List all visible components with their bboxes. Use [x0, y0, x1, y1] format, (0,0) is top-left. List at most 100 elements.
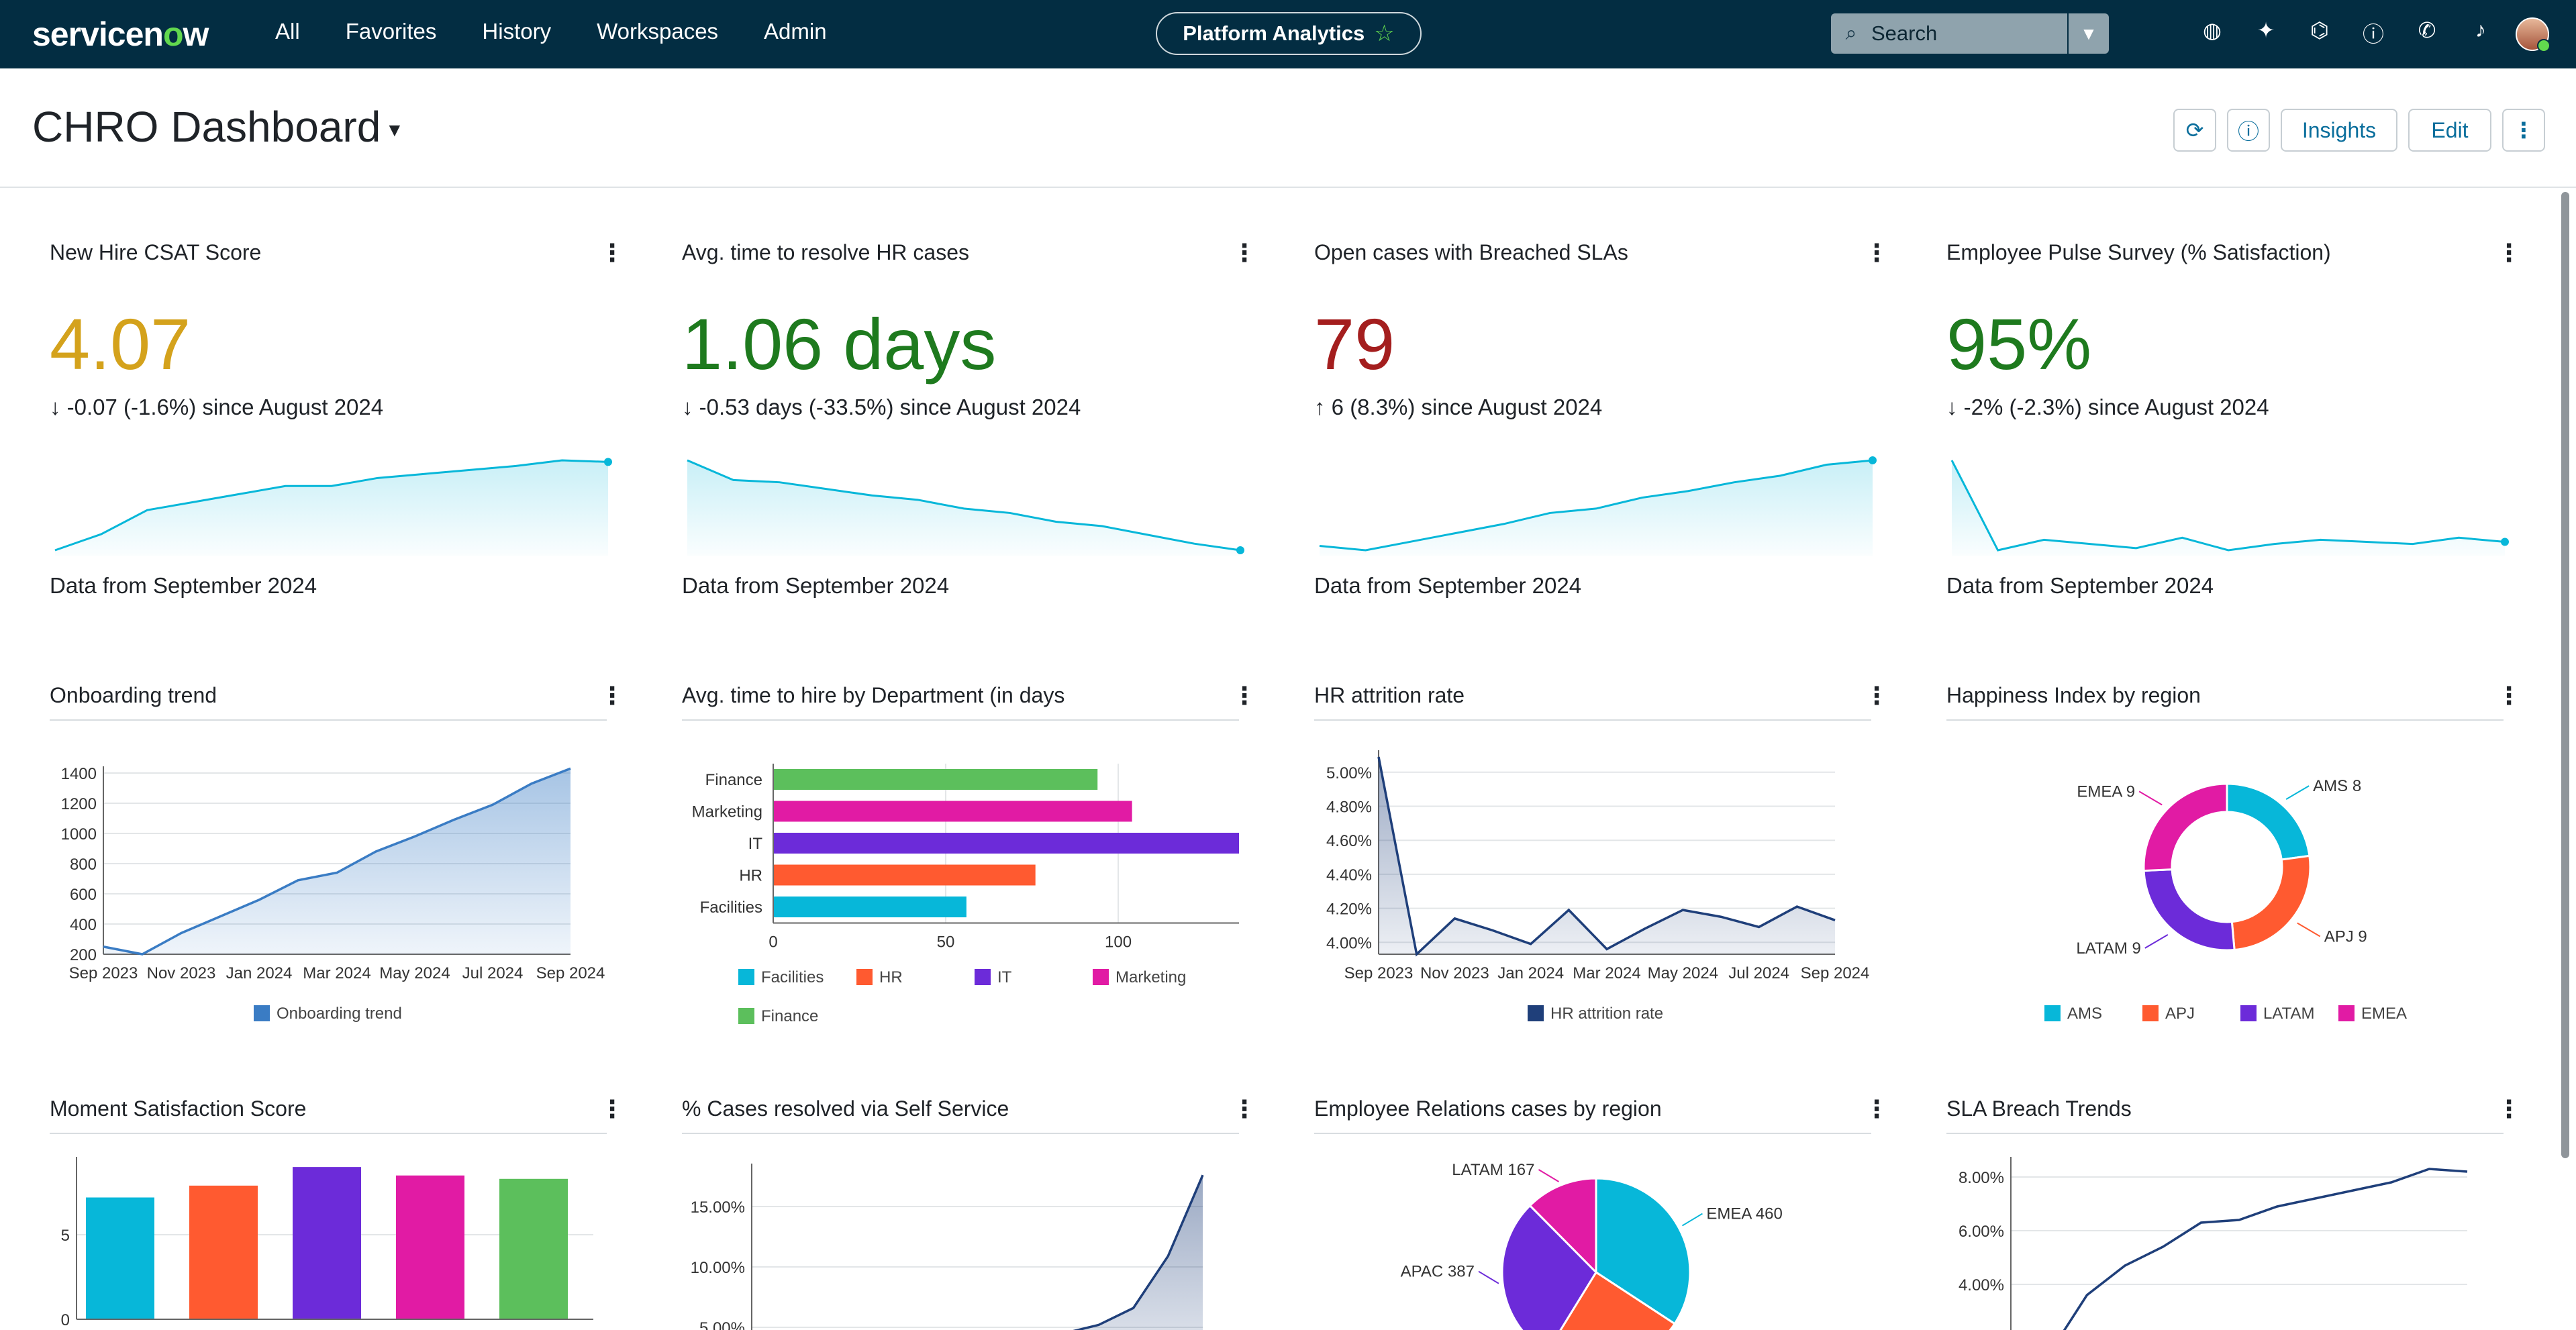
kebab-icon[interactable]: ⋮ [1865, 239, 1889, 266]
slice-label: LATAM 9 [2076, 939, 2140, 958]
sparkline-area [55, 460, 608, 556]
insights-button[interactable]: Insights [2281, 109, 2397, 152]
chat-icon[interactable]: ⌬ [2310, 18, 2329, 42]
slice-label: AMS 8 [2313, 777, 2361, 795]
divider [682, 1133, 1239, 1134]
kebab-icon[interactable]: ⋮ [2497, 239, 2521, 266]
x-tick-label: Sep 2023 [69, 964, 138, 982]
search-input[interactable] [1871, 21, 2052, 46]
kebab-icon[interactable]: ⋮ [1232, 239, 1256, 266]
sparkline-area [1320, 460, 1873, 556]
bell-icon[interactable]: ♪ [2475, 17, 2486, 42]
edit-button[interactable]: Edit [2408, 109, 2491, 152]
servicenow-logo[interactable]: servicenow [32, 15, 209, 53]
legend-swatch [2044, 1005, 2061, 1021]
employee-relations-card[interactable]: Employee Relations cases by region ⋮ EME… [1314, 1095, 1905, 1330]
phone-icon[interactable]: ✆ [2418, 18, 2436, 42]
area-fill [103, 768, 571, 954]
kpi-change-text: -0.07 (-1.6%) since August 2024 [66, 395, 384, 419]
nav-admin[interactable]: Admin [764, 19, 827, 44]
donut-slice [2142, 782, 2228, 872]
kpi-footer: Data from September 2024 [50, 573, 317, 598]
onboarding-trend-card[interactable]: Onboarding trend ⋮ 200 400 600 800 1000 1200 1… [50, 682, 640, 1032]
bar [86, 1197, 154, 1319]
kebab-icon: ⋮ [2513, 118, 2534, 142]
chevron-down-icon[interactable]: ▼ [385, 119, 404, 140]
nav-favorites[interactable]: Favorites [345, 19, 437, 44]
kpi-value: 4.07 [50, 303, 191, 385]
kebab-icon[interactable]: ⋮ [1232, 682, 1256, 709]
star-icon[interactable]: ☆ [1374, 21, 1395, 46]
nav-workspaces[interactable]: Workspaces [597, 19, 719, 44]
happiness-card[interactable]: Happiness Index by region ⋮ AMS 8 APJ 9 LA… [1946, 682, 2537, 1032]
kebab-icon[interactable]: ⋮ [2497, 1095, 2521, 1123]
kpi-sparkline [1319, 456, 1877, 556]
y-tick-label: 10.00% [691, 1259, 745, 1277]
dashboard-header: CHRO Dashboard ▼ ⟳ ⓘ Insights Edit ⋮ [0, 68, 2576, 188]
leader-line [1478, 1270, 1499, 1284]
nav-history[interactable]: History [482, 19, 552, 44]
slice-label: EMEA 460 [1706, 1205, 1782, 1223]
sparkline-line [1319, 459, 1873, 552]
series-line [103, 767, 571, 956]
sparkline-end-point [604, 458, 612, 466]
kpi-value: 1.06 days [682, 303, 997, 385]
bar [499, 1178, 568, 1319]
card-title: Onboarding trend [50, 683, 217, 707]
user-avatar[interactable] [2516, 17, 2550, 52]
y-tick-label: 15.00% [691, 1198, 745, 1217]
y-tick-label: 0 [61, 1311, 70, 1329]
legend-label: AMS [2067, 1005, 2102, 1023]
x-tick-label: Sep 2024 [536, 964, 605, 982]
kebab-icon[interactable]: ⋮ [1865, 682, 1889, 709]
help-icon[interactable]: ⓘ [2362, 22, 2384, 46]
scrollbar[interactable] [2561, 192, 2569, 1158]
y-tick-label: 4.60% [1326, 832, 1372, 850]
platform-analytics-pill[interactable]: Platform Analytics ☆ [1156, 12, 1422, 55]
top-navigation: servicenow All Favorites History Workspa… [0, 0, 2576, 68]
legend-swatch [2142, 1005, 2159, 1021]
bar [396, 1175, 464, 1319]
card-title: Employee Pulse Survey (% Satisfaction) [1946, 240, 2331, 264]
category-label: IT [748, 835, 763, 853]
happiness-chart: AMS 8 APJ 9 LATAM 9 EMEA 9 AMS APJ LATAM EMEA [2044, 777, 2407, 1023]
search-scope-dropdown[interactable]: ▼ [2067, 13, 2109, 54]
kebab-icon[interactable]: ⋮ [600, 682, 624, 709]
legend-label: HR attrition rate [1550, 1005, 1663, 1023]
kebab-icon[interactable]: ⋮ [1865, 1095, 1889, 1123]
x-tick-label: Jul 2024 [1728, 964, 1789, 982]
divider [50, 719, 607, 721]
more-options-button[interactable]: ⋮ [2502, 109, 2545, 152]
pie-slice [1501, 1204, 1597, 1330]
bar [189, 1185, 258, 1319]
slice-label: APJ 9 [2324, 928, 2367, 946]
arrow-down-icon: ↓ [1946, 395, 1958, 419]
y-tick-label: 6.00% [1959, 1223, 2004, 1241]
donut-slice [2230, 854, 2312, 952]
donut-slice [2226, 782, 2311, 861]
sla-breach-card[interactable]: SLA Breach Trends ⋮ 2.00%4.00%6.00%8.00% [1946, 1095, 2537, 1330]
nav-all[interactable]: All [275, 19, 300, 44]
kebab-icon[interactable]: ⋮ [600, 1095, 624, 1123]
x-tick-label: Mar 2024 [303, 964, 370, 982]
kebab-icon[interactable]: ⋮ [600, 239, 624, 266]
series-line [1073, 1174, 1204, 1330]
self-service-card[interactable]: % Cases resolved via Self Service ⋮ 5.00… [682, 1095, 1273, 1330]
sla-breach-chart: 2.00%4.00%6.00%8.00% [1959, 1157, 2468, 1330]
sparkle-icon[interactable]: ✦ [2257, 18, 2275, 42]
info-button[interactable]: ⓘ [2227, 109, 2270, 152]
refresh-button[interactable]: ⟳ [2173, 109, 2216, 152]
globe-icon[interactable]: ◍ [2203, 18, 2222, 42]
attrition-card[interactable]: HR attrition rate ⋮ 4.00% 4.20% 4.40% 4.60%… [1314, 682, 1905, 1032]
y-tick-label: 1400 [61, 765, 97, 783]
time-to-hire-card[interactable]: Avg. time to hire by Department (in days… [682, 682, 1273, 1032]
divider [682, 719, 1239, 721]
y-tick-label: 5 [61, 1227, 70, 1245]
kebab-icon[interactable]: ⋮ [1232, 1095, 1256, 1123]
kebab-icon[interactable]: ⋮ [2497, 682, 2521, 709]
x-tick-label: Jan 2024 [1497, 964, 1564, 982]
x-tick-label: May 2024 [379, 964, 450, 982]
legend-label: Facilities [761, 968, 824, 986]
page-title: CHRO Dashboard [32, 103, 381, 151]
